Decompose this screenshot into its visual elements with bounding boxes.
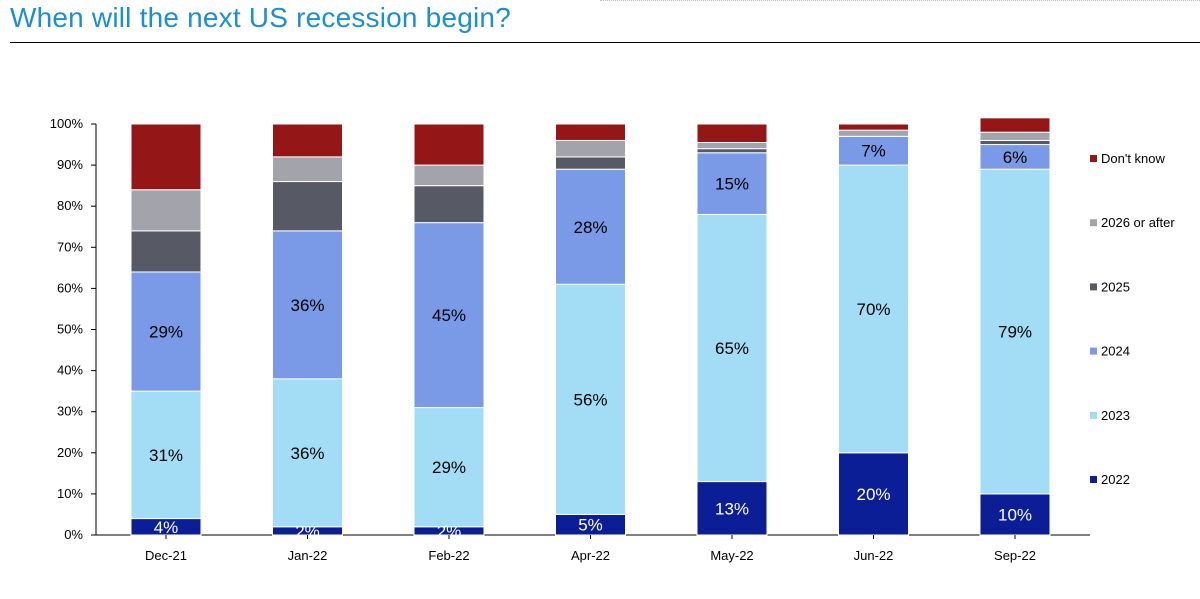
legend-swatch <box>1090 411 1097 419</box>
bar-segment <box>413 185 485 224</box>
bar-segment <box>696 152 768 215</box>
bar-segment <box>130 230 202 273</box>
x-tick-label: Dec-21 <box>145 548 187 563</box>
bar-data-label: 65% <box>715 339 749 358</box>
bar-data-label: 31% <box>149 446 183 465</box>
bar-data-label: 5% <box>578 516 603 535</box>
bar-data-label: 79% <box>998 323 1032 342</box>
bar-segment <box>555 283 626 515</box>
x-tick-label: Feb-22 <box>428 548 469 563</box>
legend-label: 2023 <box>1101 408 1130 423</box>
bar-segment <box>696 141 768 150</box>
bar-data-label: 56% <box>573 390 607 409</box>
y-tick-label: 40% <box>57 363 83 378</box>
bar-segment <box>555 123 626 141</box>
bar-segment <box>130 123 202 191</box>
bar-segment <box>838 129 909 137</box>
bar-segment <box>979 131 1051 141</box>
page-title: When will the next US recession begin? <box>10 2 511 33</box>
bar-segment <box>413 164 485 187</box>
y-tick-label: 100% <box>50 116 84 131</box>
bar-segment <box>413 407 485 528</box>
x-tick-label: Jun-22 <box>854 548 894 563</box>
bar-data-label: 10% <box>998 505 1032 524</box>
y-tick-label: 60% <box>57 280 83 295</box>
y-tick-label: 90% <box>57 157 83 172</box>
bar-segment <box>272 156 343 183</box>
legend-swatch <box>1090 283 1097 291</box>
legend-label: 2022 <box>1101 472 1130 487</box>
legend-swatch <box>1090 219 1097 227</box>
bar-data-label: 15% <box>715 175 749 194</box>
bar-segment <box>696 148 768 154</box>
bar-data-label: 70% <box>856 300 890 319</box>
y-tick-label: 80% <box>57 198 83 213</box>
bar-segment <box>130 189 202 232</box>
bar-data-label: 36% <box>290 296 324 315</box>
bar-segment <box>696 481 768 536</box>
bar-segment <box>838 452 909 536</box>
y-tick-label: 0% <box>64 527 83 542</box>
legend-swatch <box>1090 476 1097 483</box>
x-tick-label: May-22 <box>710 548 753 563</box>
legend-swatch <box>1090 155 1097 162</box>
bar-segment <box>413 222 485 409</box>
y-tick-label: 70% <box>57 239 83 254</box>
bar-segment <box>272 123 343 158</box>
bar-segment <box>555 139 626 158</box>
y-tick-label: 10% <box>57 486 83 501</box>
header-dotted-rule <box>600 0 1200 2</box>
bar-segment <box>838 135 909 166</box>
bar-segment <box>979 493 1051 536</box>
bar-data-label: 36% <box>290 444 324 463</box>
bar-data-label: 6% <box>1003 148 1028 167</box>
bar-data-label: 28% <box>573 218 607 237</box>
legend-label: Don't know <box>1101 151 1166 166</box>
y-tick-label: 20% <box>57 445 83 460</box>
legend-label: 2024 <box>1101 344 1130 359</box>
bar-segment <box>696 123 768 143</box>
bar-segment <box>272 181 343 232</box>
bar-segment <box>130 390 202 520</box>
bar-segment <box>130 271 202 392</box>
x-tick-label: Jan-22 <box>288 548 328 563</box>
bar-data-label: 4% <box>154 518 179 537</box>
x-tick-label: Sep-22 <box>994 548 1036 563</box>
bar-data-label: 13% <box>715 499 749 518</box>
bar-segment <box>696 213 768 483</box>
bar-segment <box>555 168 626 285</box>
bar-segment <box>555 156 626 170</box>
bar-data-label: 45% <box>432 306 466 325</box>
bar-data-label: 29% <box>149 323 183 342</box>
bar-data-label: 7% <box>861 142 886 161</box>
x-tick-label: Apr-22 <box>571 548 610 563</box>
bar-segment <box>272 230 343 380</box>
bar-segment <box>979 139 1051 146</box>
y-tick-label: 30% <box>57 404 83 419</box>
legend-label: 2026 or after <box>1101 215 1175 230</box>
bar-segment <box>979 117 1051 133</box>
y-tick-label: 50% <box>57 322 83 337</box>
bar-segment <box>979 168 1051 495</box>
legend-label: 2025 <box>1101 279 1130 294</box>
bar-data-label: 20% <box>856 485 890 504</box>
title-underline <box>10 42 1200 43</box>
legend-swatch <box>1090 347 1097 355</box>
bar-segment <box>838 123 909 131</box>
bar-data-label: 29% <box>432 458 466 477</box>
bar-segment <box>413 123 485 166</box>
bar-segment <box>838 164 909 454</box>
